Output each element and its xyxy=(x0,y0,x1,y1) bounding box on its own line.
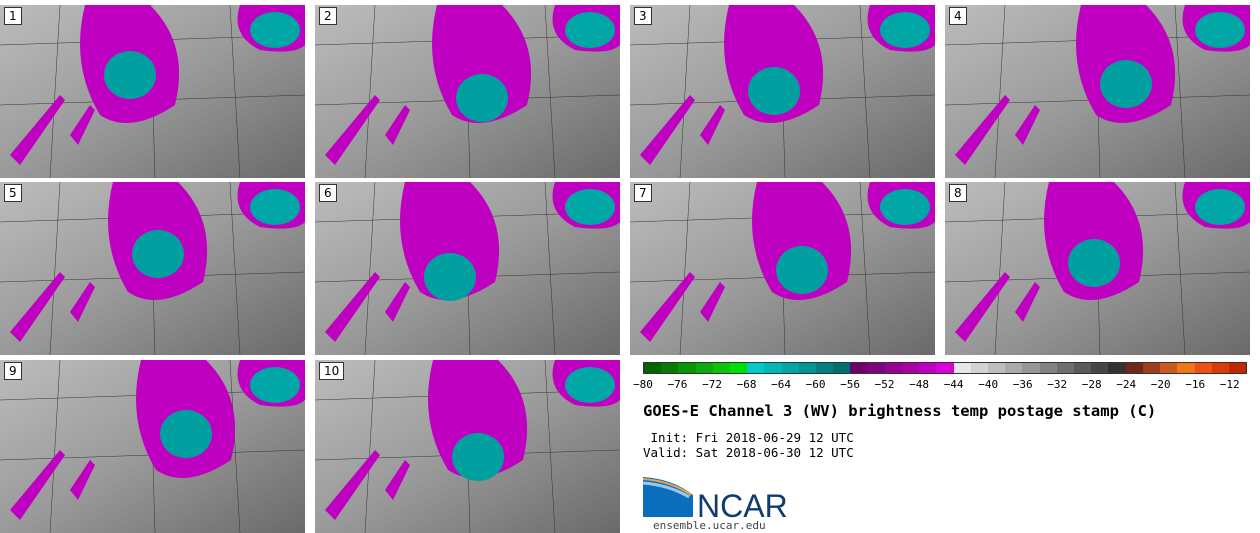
colorbar-tick-label: −76 xyxy=(667,378,688,391)
colorbar-bin xyxy=(644,363,662,373)
colorbar-bin xyxy=(988,363,1006,373)
colorbar-bin xyxy=(695,363,713,373)
water-vapor-map xyxy=(945,5,1250,178)
water-vapor-map xyxy=(0,360,305,533)
colorbar-bin xyxy=(730,363,748,373)
colorbar-bin xyxy=(1160,363,1178,373)
water-vapor-map xyxy=(0,5,305,178)
postage-stamp-panel: 6 xyxy=(315,182,620,355)
colorbar-bin xyxy=(1005,363,1023,373)
colorbar-tick-label: −28 xyxy=(1081,378,1102,391)
postage-stamp-panel: 1 xyxy=(0,5,305,178)
colorbar-tick-label: −48 xyxy=(909,378,930,391)
colorbar-bin xyxy=(1039,363,1057,373)
water-vapor-map xyxy=(315,5,620,178)
postage-stamp-panel: 8 xyxy=(945,182,1250,355)
colorbar-tick-label: −72 xyxy=(702,378,722,391)
postage-stamp-panel: 7 xyxy=(630,182,935,355)
colorbar-tick-label: −52 xyxy=(874,378,895,391)
colorbar-tick-label: −36 xyxy=(1012,378,1033,391)
colorbar-tick-label: −68 xyxy=(736,378,757,391)
colorbar-tick-label: −64 xyxy=(771,378,791,391)
colorbar-bin xyxy=(1108,363,1126,373)
colorbar-bin xyxy=(970,363,989,373)
colorbar-ticks: −80 −76 −72 −68 −64 −60 −56 −52 −48 −44 −40 −36 −32−… xyxy=(633,378,1247,392)
colorbar-bin xyxy=(661,363,679,373)
colorbar-bin xyxy=(712,363,731,373)
colorbar-bin xyxy=(833,363,851,373)
init-time: Init: Fri 2018-06-29 12 UTC xyxy=(643,430,854,445)
panel-number: 7 xyxy=(634,184,652,202)
water-vapor-map xyxy=(315,360,620,533)
postage-stamp-panel: 2 xyxy=(315,5,620,178)
panel-number: 10 xyxy=(319,362,345,380)
ensemble-url[interactable]: ensemble.ucar.edu xyxy=(653,519,766,532)
panel-number: 9 xyxy=(4,362,22,380)
colorbar xyxy=(643,362,1247,374)
colorbar-tick-label: −24 xyxy=(1116,378,1137,391)
colorbar-tick-label: −40 xyxy=(978,378,999,391)
colorbar-bin xyxy=(678,363,696,373)
colorbar-bin xyxy=(1091,363,1109,373)
colorbar-tick-label: −60 xyxy=(805,378,826,391)
colorbar-bin xyxy=(919,363,937,373)
colorbar-bin xyxy=(1228,363,1247,373)
colorbar-tick-label: −44 xyxy=(943,378,964,391)
postage-stamp-panel: 4 xyxy=(945,5,1250,178)
colorbar-bin xyxy=(850,363,868,373)
colorbar-bin xyxy=(1074,363,1092,373)
colorbar-tick-label: −80 xyxy=(633,378,653,391)
colorbar-bin xyxy=(1194,363,1212,373)
colorbar-bin xyxy=(747,363,765,373)
colorbar-bin xyxy=(884,363,903,373)
colorbar-tick-label: −16 xyxy=(1185,378,1206,391)
valid-time: Valid: Sat 2018-06-30 12 UTC xyxy=(643,445,854,460)
colorbar-bin xyxy=(902,363,920,373)
colorbar-bin xyxy=(1022,363,1040,373)
panel-number: 4 xyxy=(949,7,967,25)
colorbar-bin xyxy=(953,363,971,373)
panel-number: 8 xyxy=(949,184,967,202)
colorbar-bin xyxy=(1125,363,1143,373)
colorbar-tick-label: −20 xyxy=(1150,378,1171,391)
colorbar-bin xyxy=(1211,363,1229,373)
panel-number: 2 xyxy=(319,7,337,25)
colorbar-bin xyxy=(1056,363,1075,373)
chart-title: GOES-E Channel 3 (WV) brightness temp po… xyxy=(643,402,1157,420)
panel-number: 1 xyxy=(4,7,22,25)
postage-stamp-panel: 3 xyxy=(630,5,935,178)
colorbar-bin xyxy=(936,363,954,373)
water-vapor-map xyxy=(630,182,935,355)
colorbar-bin xyxy=(764,363,782,373)
colorbar-bin xyxy=(1142,363,1161,373)
colorbar-bin xyxy=(798,363,817,373)
colorbar-bin xyxy=(781,363,799,373)
postage-stamp-panel: 9 xyxy=(0,360,305,533)
colorbar-tick-label: −12 xyxy=(1219,378,1240,391)
colorbar-bin xyxy=(816,363,834,373)
colorbar-bin xyxy=(1177,363,1195,373)
postage-stamp-panel: 5 xyxy=(0,182,305,355)
colorbar-tick-label: −32 xyxy=(1047,378,1068,391)
panel-number: 3 xyxy=(634,7,652,25)
postage-stamp-panel: 10 xyxy=(315,360,620,533)
colorbar-tick-label: −56 xyxy=(840,378,861,391)
water-vapor-map xyxy=(315,182,620,355)
panel-number: 6 xyxy=(319,184,337,202)
svg-text:NCAR: NCAR xyxy=(697,488,788,519)
water-vapor-map xyxy=(630,5,935,178)
panel-number: 5 xyxy=(4,184,22,202)
ncar-logo: NCAR xyxy=(642,477,793,524)
water-vapor-map xyxy=(0,182,305,355)
water-vapor-map xyxy=(945,182,1250,355)
colorbar-bin xyxy=(867,363,885,373)
